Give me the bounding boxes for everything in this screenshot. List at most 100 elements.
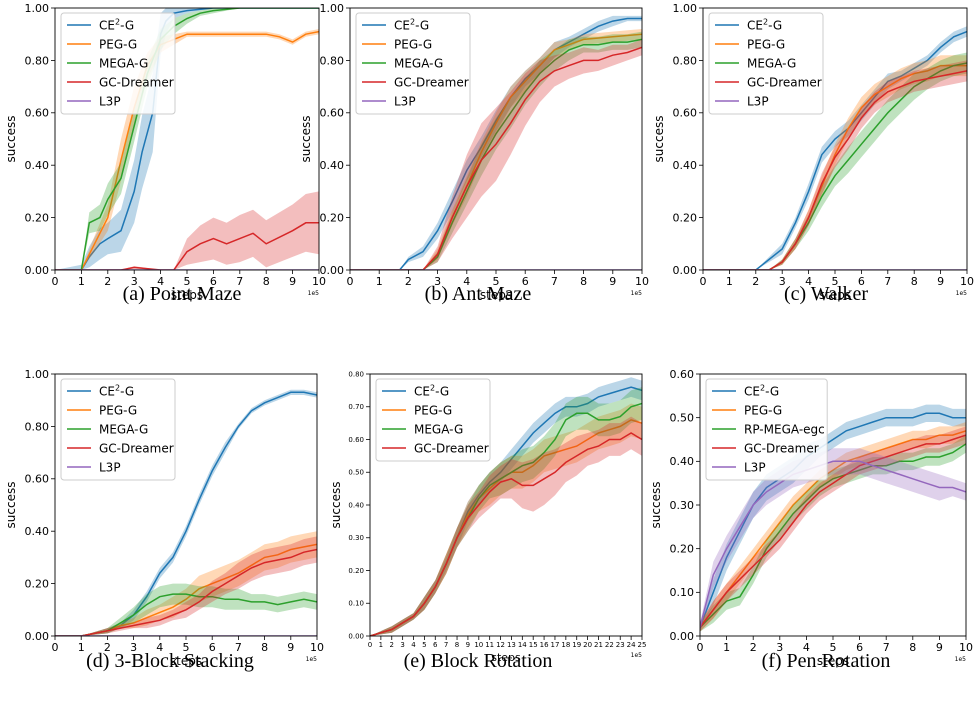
x-tick-label: 17 — [550, 641, 559, 649]
y-tick-label: 0.00 — [670, 630, 695, 643]
x-tick-label: 2 — [752, 275, 759, 288]
panel-caption: (a) Point Maze — [123, 283, 242, 305]
legend-label: CE2-G — [99, 384, 134, 399]
x-tick-label: 4 — [411, 641, 416, 649]
y-axis-label: success — [652, 116, 666, 163]
y-axis-label: success — [299, 116, 313, 163]
x-tick-label: 4 — [803, 641, 810, 654]
y-axis-label: success — [329, 482, 343, 529]
x-tick-label: 6 — [522, 275, 529, 288]
y-tick-label: 0.50 — [348, 469, 364, 477]
x-tick-label: 8 — [261, 641, 268, 654]
x-tick-label: 8 — [263, 275, 270, 288]
y-tick-label: 0.20 — [673, 211, 698, 224]
x-tick-label: 4 — [805, 275, 812, 288]
x-tick-label: 9 — [609, 275, 616, 288]
x-tick-label: 0 — [52, 275, 59, 288]
x-tick-label: 16 — [540, 641, 549, 649]
legend-label: RP-MEGA-egc — [744, 423, 825, 437]
legend-label-base: CE — [99, 385, 115, 399]
x-tick-label: 5 — [183, 641, 190, 654]
y-axis-label: success — [649, 482, 663, 529]
legend-label-sup: 2 — [115, 384, 120, 393]
x-tick-label: 6 — [210, 275, 217, 288]
x-tick-label: 2 — [104, 641, 111, 654]
x-tick-label: 0 — [368, 641, 372, 649]
series-line-MEGA-G — [55, 593, 317, 636]
x-tick-label: 4 — [463, 275, 470, 288]
x-tick-label: 7 — [883, 641, 890, 654]
x-tick-label: 10 — [960, 275, 974, 288]
legend-label-sup: 2 — [430, 384, 435, 393]
panel-caption: (f) Pen Rotation — [762, 650, 891, 672]
x-tick-label: 8 — [909, 641, 916, 654]
x-tick-label: 2 — [390, 641, 394, 649]
legend-label: CE2-G — [744, 384, 779, 399]
legend-box — [60, 378, 176, 481]
y-tick-label: 0.60 — [25, 473, 50, 486]
plot-area — [700, 404, 966, 632]
x-tick-label: 0 — [697, 641, 704, 654]
legend-label-rest: -G — [415, 19, 429, 33]
x-tick-label: 10 — [312, 275, 326, 288]
series-line-GC-Dreamer — [55, 222, 319, 270]
x-tick-label: 4 — [156, 641, 163, 654]
series-line-PEG-G — [700, 430, 966, 628]
x-offset-label: 1e5 — [955, 656, 967, 663]
legend-label-rest: -G — [120, 19, 134, 33]
legend-label: GC-Dreamer — [99, 442, 174, 456]
series-band-GC-Dreamer — [55, 191, 319, 270]
x-tick-label: 5 — [493, 275, 500, 288]
legend: CE2-G PEG-G MEGA-G GC-Dreamer L3P — [708, 12, 824, 115]
y-tick-label: 0.10 — [670, 586, 695, 599]
y-tick-label: 0.30 — [670, 499, 695, 512]
y-tick-label: 0.00 — [25, 630, 50, 643]
y-tick-label: 0.40 — [25, 159, 50, 172]
y-tick-label: 0.80 — [320, 54, 345, 67]
legend-label: MEGA-G — [414, 423, 463, 437]
x-offset-label: 1e5 — [306, 656, 318, 663]
y-tick-label: 1.00 — [25, 368, 50, 381]
x-tick-label: 8 — [580, 275, 587, 288]
y-tick-label: 0.60 — [673, 107, 698, 120]
legend: CE2-G PEG-G MEGA-G GC-Dreamer — [375, 378, 491, 462]
y-tick-label: 0.20 — [348, 567, 364, 575]
x-tick-label: 10 — [959, 641, 973, 654]
panel-caption: (c) Walker — [784, 283, 868, 305]
legend-label: L3P — [99, 95, 121, 109]
x-offset-label: 1e5 — [956, 290, 968, 297]
x-tick-label: 0 — [52, 641, 59, 654]
y-tick-label: 0.40 — [25, 525, 50, 538]
chart-panel-5: 0 1 2 3 4 5 6 7 8 9 10 11 12 13 14 15 16 17 18 19 20 21 22 23 24… — [329, 370, 646, 664]
x-tick-label: 14 — [518, 641, 527, 649]
y-tick-label: 0.00 — [25, 264, 50, 277]
legend-label: PEG-G — [394, 38, 432, 52]
x-tick-label: 4 — [157, 275, 164, 288]
x-tick-label: 15 — [529, 641, 538, 649]
x-tick-label: 1 — [78, 275, 85, 288]
legend-label-sup: 2 — [760, 384, 765, 393]
legend-label: CE2-G — [394, 18, 429, 33]
x-offset-label: 1e5 — [631, 652, 643, 659]
x-tick-label: 6 — [858, 275, 865, 288]
legend-label: PEG-G — [414, 404, 452, 418]
x-tick-label: 7 — [884, 275, 891, 288]
legend-label-base: CE — [744, 385, 760, 399]
legend-label: GC-Dreamer — [99, 76, 174, 90]
x-tick-label: 1 — [726, 275, 733, 288]
legend-label-sup: 2 — [410, 18, 415, 27]
x-tick-label: 10 — [310, 641, 324, 654]
x-tick-label: 7 — [236, 275, 243, 288]
x-tick-label: 9 — [936, 641, 943, 654]
x-tick-label: 6 — [856, 641, 863, 654]
y-axis-label: success — [4, 116, 18, 163]
x-tick-label: 6 — [209, 641, 216, 654]
x-tick-label: 10 — [635, 275, 649, 288]
legend: CE2-G PEG-G RP-MEGA-egc GC-Dreamer L3P — [705, 378, 828, 481]
y-tick-label: 0.70 — [348, 403, 364, 411]
x-tick-label: 9 — [937, 275, 944, 288]
x-tick-label: 7 — [235, 641, 242, 654]
y-tick-label: 0.60 — [25, 107, 50, 120]
legend-label: GC-Dreamer — [414, 442, 489, 456]
